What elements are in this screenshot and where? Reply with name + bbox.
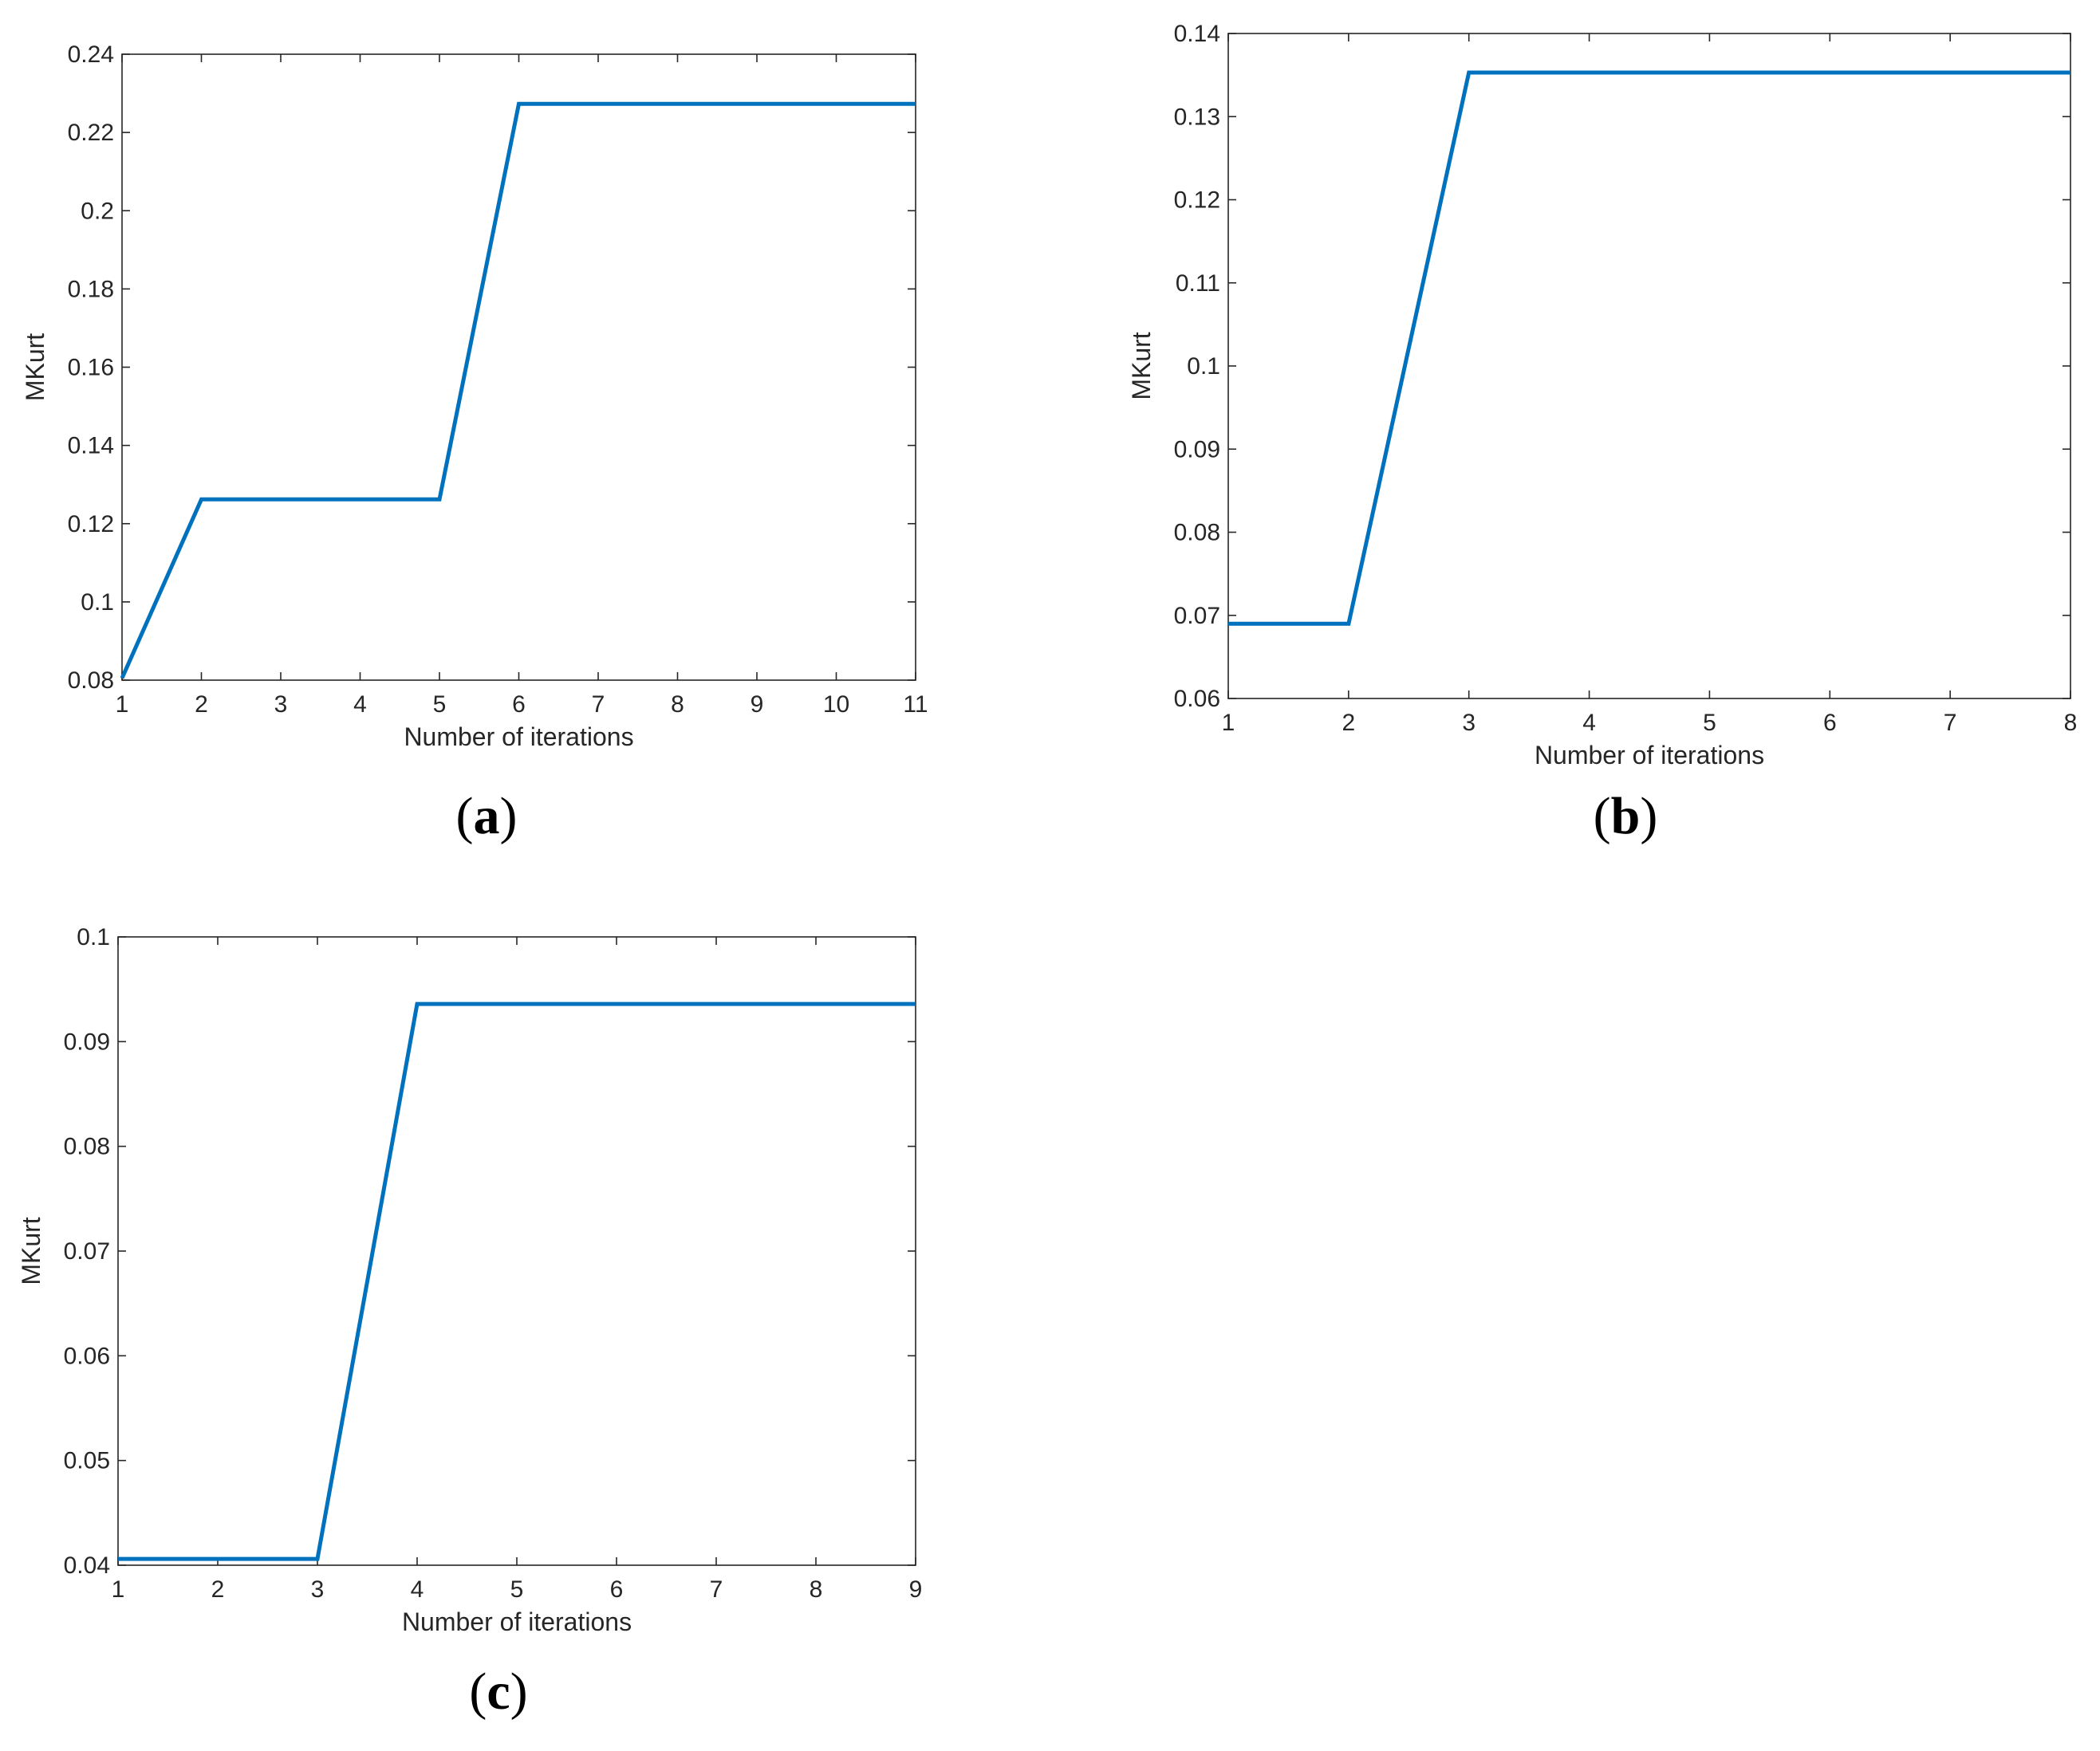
y-tick-label: 0.12 (68, 511, 114, 537)
y-tick-label: 0.04 (64, 1552, 110, 1579)
y-tick-label: 0.2 (81, 198, 114, 224)
chart-panel-c: 1 2 3 4 5 6 7 8 9 0.04 0.05 0.06 0.07 0.08 0.09 0.1 Numb… (17, 924, 922, 1721)
x-tick-label: 6 (610, 1576, 624, 1603)
y-tick-label: 0.1 (77, 924, 110, 950)
x-tick-label: 4 (353, 691, 367, 718)
panel-letter: b (1611, 787, 1641, 845)
x-tick-label: 7 (710, 1576, 723, 1603)
panel-label-c: (c) (469, 1662, 527, 1721)
y-tick-label: 0.08 (68, 667, 114, 694)
x-tick-label: 6 (1823, 710, 1837, 736)
x-tick-label: 8 (671, 691, 684, 718)
y-tick-label: 0.07 (64, 1238, 110, 1265)
y-tick-label: 0.06 (1174, 686, 1220, 712)
x-axis-title: Number of iterations (402, 1607, 632, 1636)
plot-area-b (1227, 33, 2071, 699)
y-axis-title: MKurt (1127, 332, 1156, 399)
y-tick-label: 0.18 (68, 276, 114, 302)
y-tick-label: 0.11 (1176, 270, 1220, 297)
x-tick-label: 3 (274, 691, 288, 718)
x-tick-label: 8 (810, 1576, 823, 1603)
x-tick-label: 8 (2064, 710, 2078, 736)
panel-letter: c (487, 1662, 510, 1721)
y-tick-label: 0.24 (68, 41, 114, 68)
y-tick-label: 0.08 (1174, 520, 1220, 546)
x-tick-label: 4 (1582, 710, 1596, 736)
x-tick-label: 5 (1703, 710, 1716, 736)
x-tick-label: 6 (512, 691, 526, 718)
x-tick-label: 3 (1462, 710, 1476, 736)
y-tick-label: 0.09 (64, 1029, 110, 1055)
x-tick-label: 4 (411, 1576, 424, 1603)
x-tick-label: 2 (1342, 710, 1356, 736)
x-tick-label: 9 (909, 1576, 923, 1603)
y-tick-label: 0.12 (1174, 187, 1220, 214)
x-tick-label: 2 (211, 1576, 225, 1603)
x-tick-label: 10 (823, 691, 849, 718)
x-tick-label: 7 (1944, 710, 1957, 736)
y-tick-label: 0.1 (1187, 353, 1220, 380)
series-line-a-0 (120, 101, 916, 679)
y-axis-title: MKurt (17, 1217, 45, 1285)
series-line-b-0 (1228, 70, 2070, 626)
chart-panel-b: 1 2 3 4 5 6 7 8 0.06 0.07 0.08 0.09 0.1 0.11 0.12 0.13 0… (1127, 21, 2077, 845)
y-tick-label: 0.05 (64, 1448, 110, 1474)
plot-area-c (117, 936, 916, 1566)
x-tick-label: 2 (195, 691, 208, 718)
x-axis-title: Number of iterations (404, 722, 633, 751)
x-tick-label: 9 (751, 691, 764, 718)
x-tick-label: 1 (112, 1576, 125, 1603)
y-tick-label: 0.16 (68, 355, 114, 381)
y-tick-label: 0.09 (1174, 436, 1220, 462)
x-tick-label: 3 (311, 1576, 325, 1603)
y-tick-label: 0.07 (1174, 603, 1220, 629)
chart-panel-a: 1 2 3 4 5 6 7 8 9 10 11 0.08 0.1 0.12 0.14 0.16 0.18 0.2 0… (21, 41, 928, 845)
series-line-c-0 (118, 1001, 916, 1561)
x-tick-label: 5 (433, 691, 447, 718)
y-tick-label: 0.13 (1174, 104, 1220, 130)
y-tick-label: 0.08 (64, 1134, 110, 1160)
x-axis-title: Number of iterations (1535, 741, 1764, 769)
panel-label-a: (a) (456, 787, 518, 845)
y-tick-label: 0.06 (64, 1343, 110, 1369)
panel-letter: a (474, 787, 500, 845)
y-tick-label: 0.1 (81, 589, 114, 616)
x-tick-label: 1 (1222, 710, 1235, 736)
panel-label-b: (b) (1594, 787, 1658, 845)
y-axis-title: MKurt (21, 333, 49, 401)
y-tick-label: 0.22 (68, 120, 114, 146)
x-tick-label: 1 (116, 691, 129, 718)
x-tick-label: 11 (903, 691, 928, 718)
y-tick-label: 0.14 (1174, 21, 1220, 47)
x-tick-label: 7 (592, 691, 605, 718)
x-tick-label: 5 (510, 1576, 524, 1603)
y-tick-label: 0.14 (68, 433, 114, 459)
plot-area-a (121, 53, 916, 681)
